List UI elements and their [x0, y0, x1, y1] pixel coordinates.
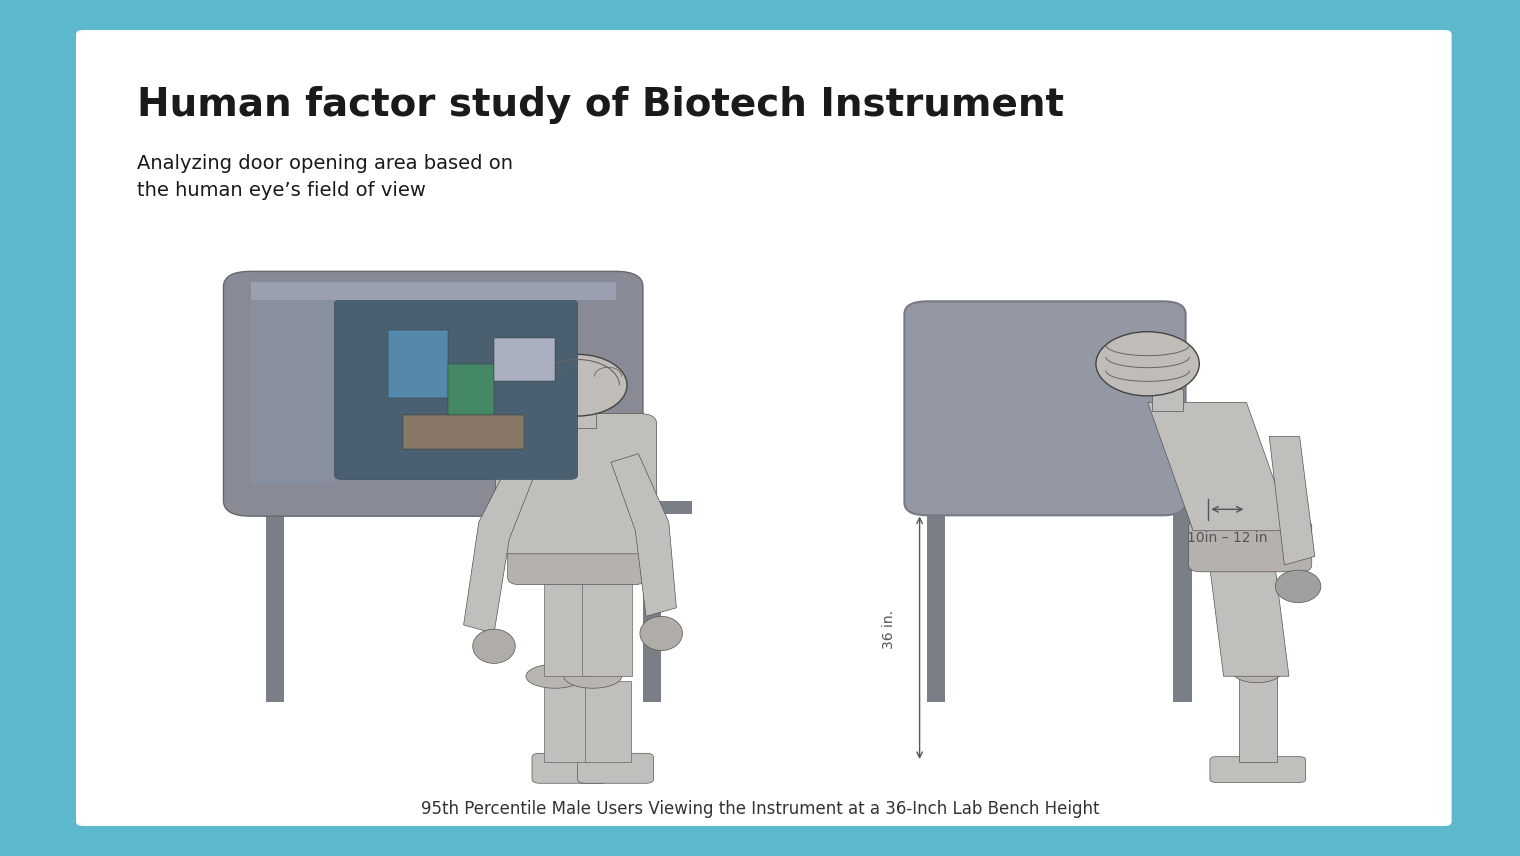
Bar: [559, 402, 596, 428]
Bar: [388, 330, 448, 398]
FancyBboxPatch shape: [578, 753, 654, 783]
Bar: [643, 514, 661, 702]
Polygon shape: [942, 314, 1148, 351]
FancyBboxPatch shape: [223, 271, 643, 516]
Bar: [251, 287, 334, 484]
Ellipse shape: [1275, 570, 1321, 603]
FancyBboxPatch shape: [228, 278, 638, 514]
Bar: [1239, 676, 1277, 762]
Ellipse shape: [564, 664, 622, 688]
Bar: [927, 514, 945, 702]
Bar: [403, 415, 524, 449]
FancyBboxPatch shape: [532, 753, 608, 783]
Text: 95th Percentile Male Users Viewing the Instrument at a 36-Inch Lab Bench Height: 95th Percentile Male Users Viewing the I…: [421, 800, 1099, 818]
FancyBboxPatch shape: [508, 528, 646, 585]
Polygon shape: [611, 454, 676, 616]
FancyBboxPatch shape: [76, 30, 1452, 826]
Polygon shape: [441, 287, 638, 368]
Polygon shape: [1208, 556, 1289, 676]
Polygon shape: [464, 454, 540, 633]
Polygon shape: [1148, 402, 1292, 531]
Bar: [1152, 389, 1183, 411]
Bar: [585, 681, 631, 762]
FancyBboxPatch shape: [496, 413, 657, 554]
Text: 36 in.: 36 in.: [882, 609, 897, 649]
Bar: [912, 502, 1201, 514]
FancyBboxPatch shape: [334, 300, 578, 479]
Ellipse shape: [473, 629, 515, 663]
Text: Analyzing door opening area based on
the human eye’s field of view: Analyzing door opening area based on the…: [137, 154, 512, 199]
Bar: [544, 681, 590, 762]
Bar: [494, 338, 555, 381]
Ellipse shape: [529, 354, 626, 416]
Bar: [1173, 514, 1192, 702]
Text: Human factor study of Biotech Instrument: Human factor study of Biotech Instrument: [137, 86, 1064, 123]
Ellipse shape: [1096, 332, 1199, 396]
Ellipse shape: [526, 664, 584, 688]
Bar: [582, 574, 632, 676]
Ellipse shape: [640, 616, 682, 651]
Bar: [236, 501, 692, 514]
Bar: [251, 282, 616, 300]
FancyBboxPatch shape: [1189, 520, 1312, 572]
Text: 10in – 12 in: 10in – 12 in: [1187, 531, 1268, 544]
Ellipse shape: [1233, 662, 1281, 683]
Polygon shape: [1269, 437, 1315, 565]
FancyBboxPatch shape: [1210, 757, 1306, 782]
FancyBboxPatch shape: [904, 301, 1186, 515]
Bar: [544, 574, 594, 676]
Bar: [448, 364, 494, 415]
Bar: [266, 514, 284, 702]
